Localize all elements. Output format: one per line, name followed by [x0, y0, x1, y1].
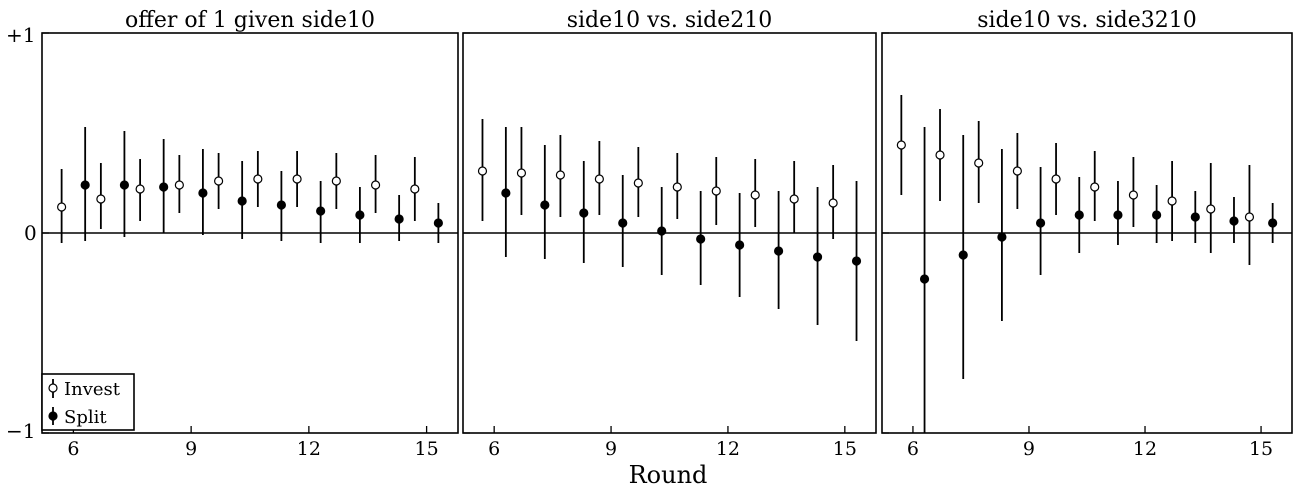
- legend: Invest Split: [41, 373, 135, 431]
- invest-point: [370, 180, 381, 190]
- split-point: [1113, 210, 1123, 220]
- split-point: [1035, 218, 1046, 228]
- invest-point: [555, 170, 566, 180]
- split-point: [316, 206, 326, 216]
- x-tick-label: 9: [605, 438, 617, 460]
- legend-invest-marker: [48, 383, 58, 393]
- y-tick-label-zero: 0: [24, 221, 37, 245]
- panel-2: side10 vs. side210 6 9 12 15: [462, 8, 877, 460]
- invest-point: [135, 184, 145, 194]
- x-tick-label: 6: [67, 438, 79, 460]
- invest-point: [750, 190, 760, 200]
- y-tick-label-top: +1: [6, 23, 35, 47]
- invest-point: [789, 194, 799, 204]
- invest-point: [1090, 182, 1100, 192]
- invest-point: [1206, 204, 1216, 214]
- invest-point: [935, 150, 945, 160]
- legend-split-marker: [48, 411, 58, 421]
- invest-point: [292, 174, 302, 184]
- x-axis-title: Round: [629, 461, 708, 489]
- split-point: [735, 240, 745, 250]
- y-tick-label-bottom: −1: [6, 419, 35, 443]
- split-point: [159, 182, 169, 192]
- split-point: [394, 214, 404, 224]
- x-tick-label: 15: [1249, 438, 1273, 460]
- split-point: [919, 274, 930, 284]
- split-point: [1152, 210, 1162, 220]
- invest-point: [410, 184, 420, 194]
- x-tick-label: 15: [415, 438, 439, 460]
- invest-point: [896, 140, 906, 150]
- invest-point: [331, 176, 341, 186]
- invest-point: [974, 158, 984, 168]
- split-point: [657, 226, 667, 236]
- split-point: [276, 200, 286, 210]
- invest-point: [1244, 212, 1255, 222]
- invest-point: [828, 198, 838, 208]
- x-tick-label: 9: [185, 438, 197, 460]
- invest-point: [1051, 174, 1061, 184]
- invest-point: [1012, 166, 1022, 176]
- invest-point: [57, 202, 67, 212]
- split-point: [540, 200, 550, 210]
- panel-1: offer of 1 given side10 6 9 12 15: [41, 8, 459, 460]
- invest-point: [253, 174, 263, 184]
- legend-split-label: Split: [64, 407, 107, 428]
- x-tick-label: 12: [1133, 438, 1157, 460]
- split-point: [237, 196, 247, 206]
- invest-point: [174, 180, 184, 190]
- split-point: [696, 234, 706, 244]
- invest-point: [96, 194, 106, 204]
- panel-3-title: side10 vs. side3210: [977, 8, 1197, 33]
- split-point: [773, 246, 784, 256]
- split-point: [1229, 216, 1239, 226]
- split-point: [1074, 210, 1084, 220]
- split-point: [119, 180, 130, 190]
- panel-3: side10 vs. side3210 6 9 12 15: [881, 8, 1293, 460]
- split-point: [579, 208, 589, 218]
- split-point: [198, 188, 208, 198]
- invest-point: [672, 182, 682, 192]
- invest-point: [1128, 190, 1139, 200]
- split-point: [851, 256, 862, 266]
- x-tick-label: 6: [488, 438, 500, 460]
- split-point: [618, 218, 628, 228]
- panel-2-title: side10 vs. side210: [567, 8, 773, 33]
- legend-invest-label: Invest: [64, 379, 121, 400]
- split-point: [501, 188, 511, 198]
- split-point: [812, 252, 823, 262]
- split-point: [433, 218, 443, 228]
- split-point: [997, 232, 1007, 242]
- panel-1-title: offer of 1 given side10: [125, 8, 375, 33]
- split-point: [1268, 218, 1278, 228]
- split-point: [80, 180, 90, 190]
- invest-point: [594, 174, 604, 184]
- invest-point: [633, 178, 643, 188]
- split-point: [1190, 212, 1200, 222]
- split-point: [355, 210, 365, 220]
- split-point: [958, 250, 968, 260]
- invest-point: [516, 168, 527, 178]
- legend-box: [41, 373, 135, 431]
- x-tick-label: 6: [907, 438, 919, 460]
- invest-point: [711, 186, 721, 196]
- invest-point: [214, 176, 224, 186]
- invest-point: [1167, 196, 1177, 206]
- x-tick-label: 15: [833, 438, 857, 460]
- x-tick-label: 12: [297, 438, 321, 460]
- invest-point: [477, 166, 488, 176]
- x-tick-label: 9: [1023, 438, 1035, 460]
- x-tick-label: 12: [716, 438, 740, 460]
